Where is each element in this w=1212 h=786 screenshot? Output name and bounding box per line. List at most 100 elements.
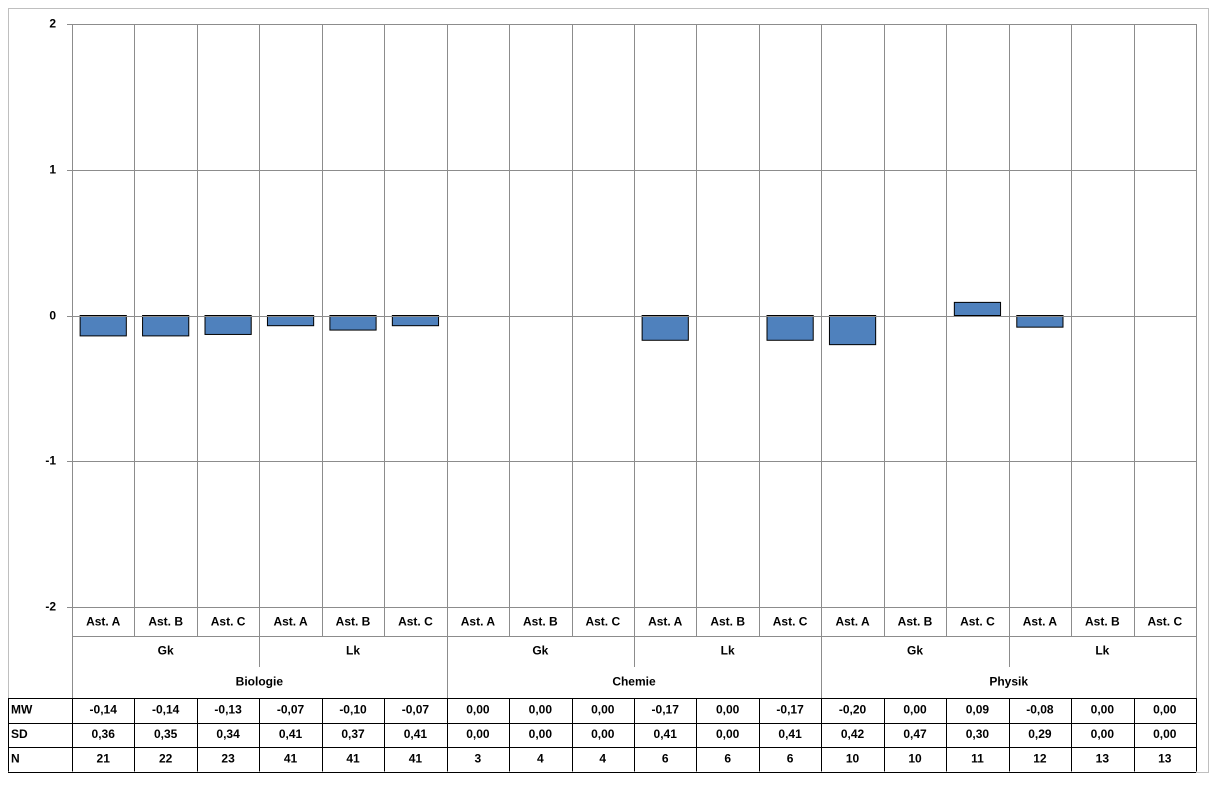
table-cell: 0,00 xyxy=(529,702,553,716)
table-cell: 0,37 xyxy=(341,727,365,741)
table-cell: 10 xyxy=(908,751,922,765)
table-cell: -0,17 xyxy=(776,702,804,716)
table-cell: -0,14 xyxy=(152,702,180,716)
table-cell: -0,17 xyxy=(652,702,680,716)
table-cell: -0,20 xyxy=(839,702,867,716)
y-tick-label: -1 xyxy=(45,454,56,468)
table-row-label: N xyxy=(11,751,20,765)
x-tick-label: Ast. B xyxy=(523,615,558,629)
table-cell: 0,42 xyxy=(841,727,865,741)
x-tick-label: Ast. C xyxy=(585,615,620,629)
table-cell: 0,00 xyxy=(716,702,740,716)
x-tick-label: Ast. A xyxy=(1023,615,1058,629)
x-tick-label: Ast. B xyxy=(148,615,183,629)
table-cell: 23 xyxy=(221,751,235,765)
table-cell: 3 xyxy=(475,751,482,765)
bar xyxy=(391,315,440,327)
x-tick-label: Ast. B xyxy=(710,615,745,629)
table-cell: -0,07 xyxy=(277,702,305,716)
table-cell: 6 xyxy=(724,751,731,765)
x-tick-label: Ast. B xyxy=(336,615,371,629)
bar xyxy=(204,315,252,335)
bar xyxy=(266,315,315,327)
table-cell: 11 xyxy=(971,751,984,765)
table-cell: 0,00 xyxy=(903,702,927,716)
table-cell: 0,00 xyxy=(591,702,615,716)
group2-label: Chemie xyxy=(612,675,656,689)
table-cell: 4 xyxy=(599,751,606,765)
table-cell: 21 xyxy=(97,751,111,765)
x-tick-label: Ast. A xyxy=(835,615,870,629)
table-cell: 0,30 xyxy=(966,727,990,741)
y-tick-label: 1 xyxy=(49,163,56,177)
table-cell: 4 xyxy=(537,751,544,765)
x-tick-label: Ast. B xyxy=(898,615,933,629)
table-cell: 41 xyxy=(409,751,423,765)
y-tick-label: -2 xyxy=(45,600,56,614)
table-row-label: SD xyxy=(11,727,28,741)
table-cell: 0,35 xyxy=(154,727,178,741)
table-cell: 6 xyxy=(662,751,669,765)
table-row-label: MW xyxy=(11,702,33,716)
table-cell: 6 xyxy=(787,751,794,765)
table-cell: 0,41 xyxy=(279,727,303,741)
table-cell: 22 xyxy=(159,751,173,765)
group1-label: Lk xyxy=(1095,644,1109,658)
table-cell: 0,09 xyxy=(966,702,990,716)
group1-label: Lk xyxy=(721,644,735,658)
table-cell: 0,29 xyxy=(1028,727,1052,741)
table-cell: 41 xyxy=(346,751,360,765)
x-tick-label: Ast. A xyxy=(86,615,121,629)
table-cell: 0,34 xyxy=(216,727,240,741)
table-cell: 0,41 xyxy=(404,727,428,741)
table-cell: -0,13 xyxy=(214,702,242,716)
y-tick-label: 2 xyxy=(49,17,56,31)
table-cell: 0,00 xyxy=(466,702,490,716)
bar xyxy=(953,301,1002,317)
table-cell: 0,00 xyxy=(1153,727,1177,741)
x-tick-label: Ast. A xyxy=(461,615,496,629)
x-tick-label: Ast. C xyxy=(773,615,808,629)
table-cell: 13 xyxy=(1158,751,1172,765)
x-tick-label: Ast. C xyxy=(211,615,246,629)
group1-label: Gk xyxy=(158,644,174,658)
x-tick-label: Ast. C xyxy=(398,615,433,629)
bar xyxy=(142,315,190,337)
table-cell: -0,10 xyxy=(339,702,367,716)
bar xyxy=(329,315,377,331)
x-tick-label: Ast. A xyxy=(273,615,308,629)
bar xyxy=(766,315,814,341)
table-cell: 0,00 xyxy=(591,727,615,741)
table-cell: 0,00 xyxy=(1091,702,1115,716)
table-cell: 12 xyxy=(1033,751,1047,765)
table-cell: 0,36 xyxy=(92,727,116,741)
table-cell: 0,00 xyxy=(1153,702,1177,716)
group2-label: Biologie xyxy=(236,675,284,689)
group1-label: Lk xyxy=(346,644,360,658)
table-cell: 10 xyxy=(846,751,860,765)
x-tick-label: Ast. B xyxy=(1085,615,1120,629)
chart-border xyxy=(8,8,1209,773)
table-cell: 0,00 xyxy=(529,727,553,741)
group2-label: Physik xyxy=(989,675,1028,689)
table-cell: 0,00 xyxy=(466,727,490,741)
bar xyxy=(1016,315,1064,328)
table-cell: -0,08 xyxy=(1026,702,1054,716)
table-cell: 0,41 xyxy=(778,727,802,741)
table-cell: 41 xyxy=(284,751,298,765)
table-cell: 0,47 xyxy=(903,727,927,741)
table-cell: 13 xyxy=(1096,751,1110,765)
table-cell: -0,14 xyxy=(90,702,118,716)
group1-label: Gk xyxy=(907,644,923,658)
bar xyxy=(79,315,127,337)
group1-label: Gk xyxy=(532,644,548,658)
bar xyxy=(641,315,689,341)
table-cell: 0,00 xyxy=(716,727,740,741)
table-cell: -0,07 xyxy=(402,702,430,716)
x-tick-label: Ast. C xyxy=(1147,615,1182,629)
table-cell: 0,00 xyxy=(1091,727,1115,741)
bar xyxy=(828,315,877,346)
x-tick-label: Ast. C xyxy=(960,615,995,629)
